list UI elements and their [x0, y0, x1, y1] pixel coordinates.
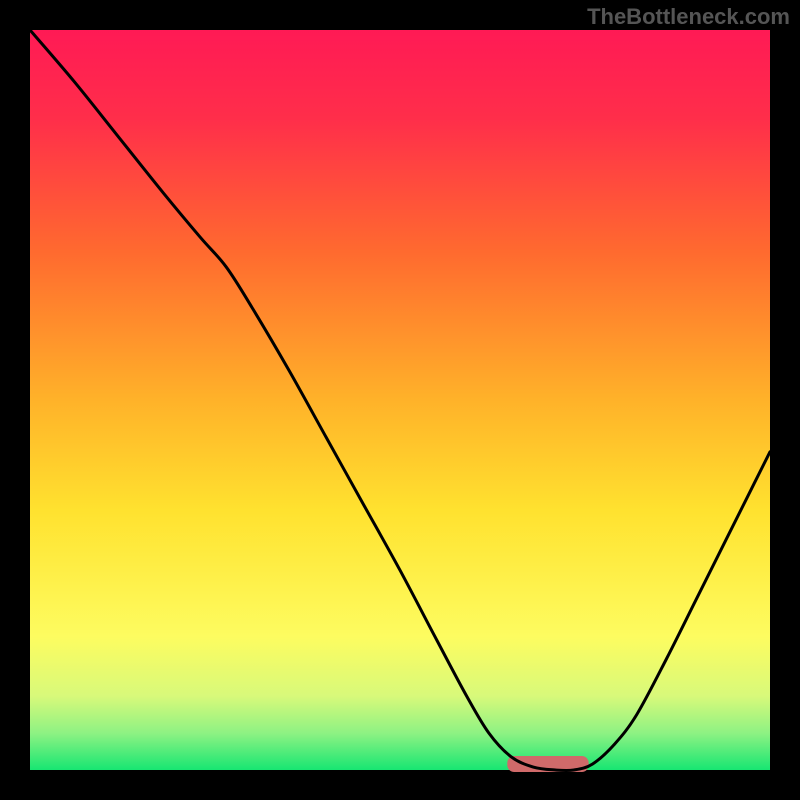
watermark-text: TheBottleneck.com	[587, 4, 790, 30]
chart-svg	[0, 0, 800, 800]
plot-background	[30, 30, 770, 770]
chart-frame: TheBottleneck.com	[0, 0, 800, 800]
